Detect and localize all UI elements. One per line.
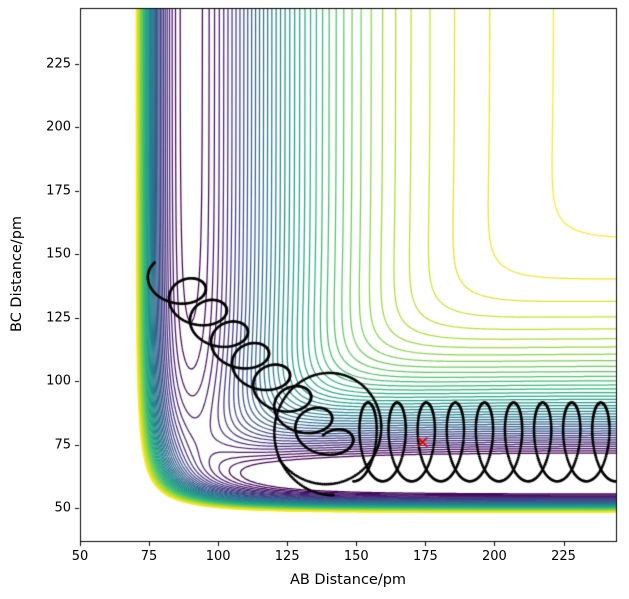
y-axis-label: BC Distance/pm (9, 215, 25, 333)
y-tick-label: 50 (54, 500, 71, 516)
x-tick-label: 150 (343, 549, 369, 564)
x-tick-label: 200 (482, 549, 507, 564)
x-axis-label: AB Distance/pm (289, 572, 407, 588)
y-tick-label: 150 (46, 246, 71, 262)
y-tick-label: 175 (46, 183, 71, 199)
y-tick-label: 125 (46, 310, 71, 326)
y-tick-label: 225 (46, 56, 71, 72)
x-tick-label: 100 (205, 549, 231, 564)
x-tick-label: 125 (274, 549, 300, 564)
x-tick-label: 75 (140, 549, 158, 564)
y-tick-label: 100 (46, 373, 71, 389)
x-tick-label: 175 (412, 549, 438, 564)
x-tick-label: 225 (551, 549, 576, 564)
y-tick-label: 200 (46, 119, 71, 135)
x-tick-label: 50 (71, 549, 89, 564)
y-tick-label: 75 (54, 437, 71, 453)
